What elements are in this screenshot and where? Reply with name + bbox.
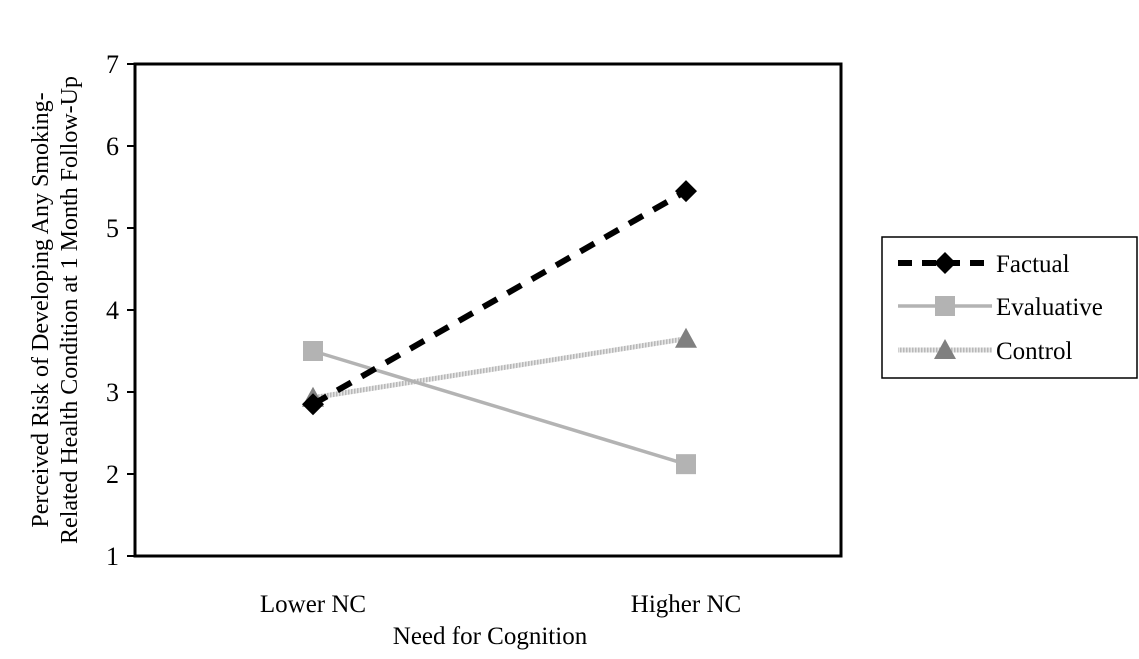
y-axis-label-line-2: Related Health Condition at 1 Month Foll…	[57, 76, 83, 544]
legend-label-evaluative: Evaluative	[996, 294, 1103, 321]
legend-item-control: Control	[898, 338, 1072, 365]
x-axis-label: Need for Cognition	[393, 623, 588, 650]
series-factual	[302, 180, 697, 416]
x-axis-ticks: Lower NC Higher NC	[260, 591, 741, 618]
y-tick-label: 3	[106, 378, 119, 407]
y-tick-label: 1	[106, 542, 119, 571]
plot-area	[133, 62, 843, 558]
x-tick-label: Lower NC	[260, 591, 366, 618]
data-point-factual	[675, 180, 697, 203]
data-point-evaluative	[676, 454, 696, 475]
y-axis-label-line-1: Perceived Risk of Developing Any Smoking…	[28, 92, 54, 527]
series-line-factual	[311, 188, 688, 407]
y-tick-label: 6	[106, 132, 119, 161]
legend-item-evaluative: Evaluative	[898, 294, 1103, 321]
legend-label-control: Control	[996, 338, 1072, 365]
legend-marker-control	[934, 339, 956, 359]
legend-label-factual: Factual	[996, 251, 1070, 278]
series-line-control	[312, 336, 687, 401]
data-point-factual	[302, 393, 324, 416]
x-tick-label: Higher NC	[631, 591, 741, 618]
legend-item-factual: Factual	[898, 251, 1070, 278]
series-layer	[302, 180, 697, 475]
data-point-control	[675, 327, 697, 348]
y-tick-label: 7	[106, 50, 119, 79]
y-axis-ticks: 1 2 3 4 5 6 7	[106, 50, 135, 571]
y-tick-label: 4	[106, 296, 119, 325]
y-tick-label: 2	[106, 460, 119, 489]
legend-marker-factual	[934, 252, 956, 274]
data-point-evaluative	[303, 341, 323, 361]
legend: Factual Evaluative Control	[881, 236, 1138, 379]
legend-marker-evaluative	[935, 296, 955, 316]
y-axis-label: Perceived Risk of Developing Any Smoking…	[28, 76, 83, 544]
y-tick-label: 5	[106, 214, 119, 243]
